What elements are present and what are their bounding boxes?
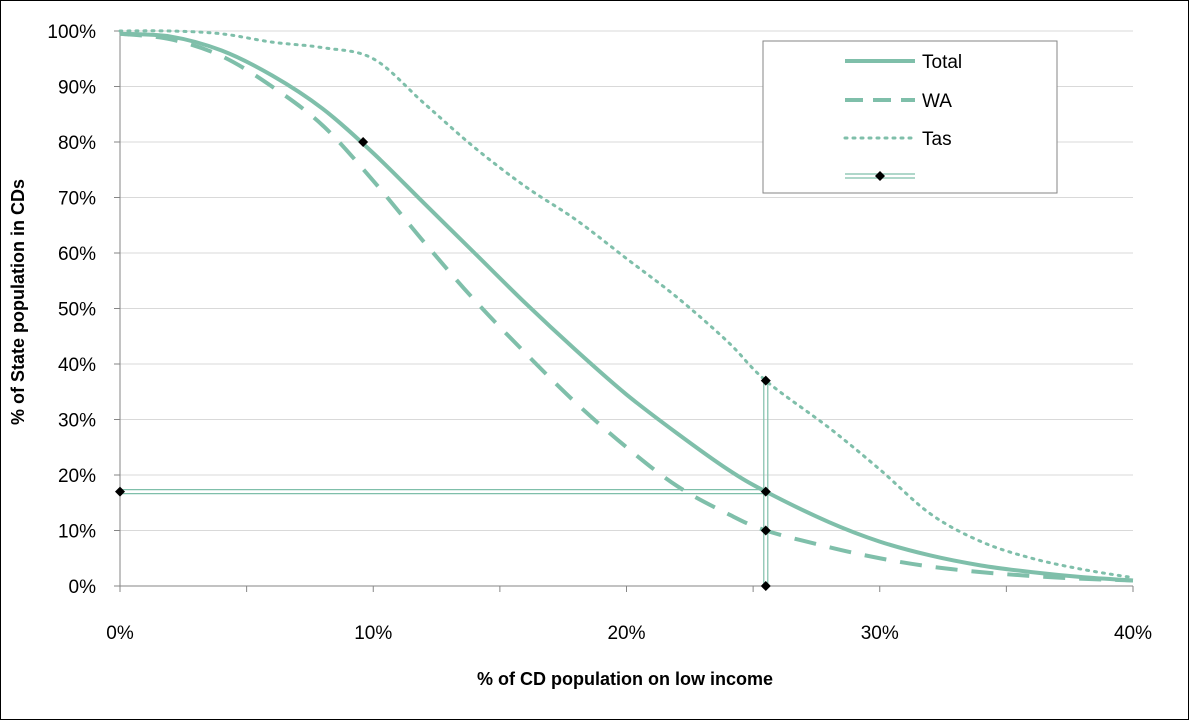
marker-layer: [115, 137, 771, 591]
legend-marker: [875, 171, 885, 181]
y-tick-label: 90%: [58, 78, 96, 99]
data-point-marker: [760, 375, 771, 386]
data-point-marker: [115, 486, 125, 497]
legend-label: Total: [922, 52, 962, 73]
x-tick-label: 0%: [106, 623, 134, 644]
data-point-marker: [760, 525, 771, 536]
y-tick-label: 10%: [58, 522, 96, 543]
y-tick-label: 50%: [58, 300, 96, 321]
x-tick-label: 20%: [607, 623, 645, 644]
data-point-marker: [760, 581, 771, 591]
series-line-tas: [118, 29, 1135, 580]
series-line-wa: [119, 31, 1134, 583]
y-tick-label: 60%: [58, 244, 96, 265]
x-tick-label: 30%: [861, 623, 899, 644]
series-layer: [118, 29, 1135, 583]
y-tick-label: 80%: [58, 133, 96, 154]
x-tick-labels: 0% 10% 20% 30% 40%: [106, 623, 1152, 644]
y-tick-label: 100%: [47, 22, 96, 43]
series-line-total: [119, 31, 1134, 583]
x-tick-label: 10%: [354, 623, 392, 644]
y-tick-labels: 0% 10% 20% 30% 40% 50% 60% 70% 80% 90% 100%: [47, 22, 96, 598]
legend: Total WA Tas: [762, 40, 1058, 194]
y-tick-label: 40%: [58, 355, 96, 376]
data-point-marker: [760, 486, 771, 497]
legend-box: [762, 40, 1058, 194]
x-axis-title: % of CD population on low income: [477, 669, 773, 689]
legend-label: WA: [922, 91, 952, 112]
y-axis-title: % of State population in CDs: [8, 179, 28, 425]
y-tick-label: 70%: [58, 189, 96, 210]
legend-label: Tas: [922, 129, 952, 150]
x-tick-label: 40%: [1114, 623, 1152, 644]
data-point-marker: [358, 137, 369, 147]
y-tick-label: 30%: [58, 411, 96, 432]
y-tick-label: 20%: [58, 466, 96, 487]
y-tick-label: 0%: [69, 577, 97, 598]
